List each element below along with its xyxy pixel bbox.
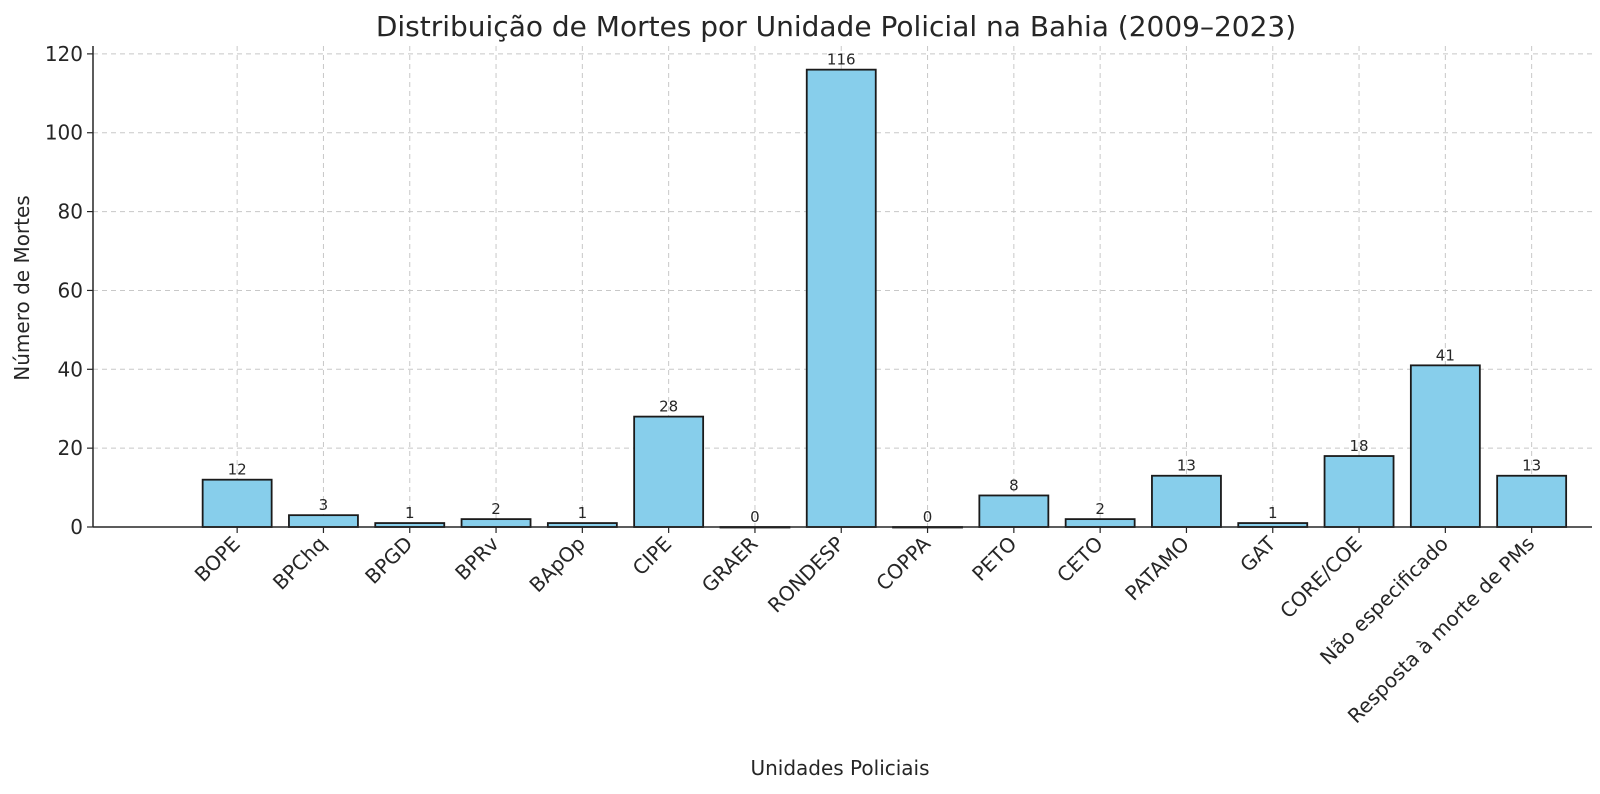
data-label: 8 bbox=[1009, 476, 1019, 494]
data-label: 1 bbox=[1268, 504, 1278, 522]
y-tick-label: 100 bbox=[45, 121, 83, 145]
bar-core-coe bbox=[1323, 455, 1395, 528]
data-label: 0 bbox=[923, 508, 933, 526]
data-label: 2 bbox=[1095, 500, 1105, 518]
y-axis-ticks: 0 20 40 60 80 100 120 bbox=[45, 42, 93, 539]
x-tick-label: GRAER bbox=[697, 532, 763, 598]
bar-ceto bbox=[1064, 518, 1136, 528]
x-axis-ticks: BOPE BPChq BPGD BPRv BApOp CIPE GRAER RONDESP CO… bbox=[190, 527, 1539, 728]
data-label: 41 bbox=[1436, 346, 1455, 364]
x-tick-label: Resposta à morte de PMs bbox=[1343, 532, 1539, 728]
x-tick-label: BPGD bbox=[360, 532, 417, 589]
x-tick-label: BPChq bbox=[268, 532, 331, 595]
y-tick-label: 40 bbox=[58, 357, 83, 381]
y-tick-label: 60 bbox=[58, 278, 83, 302]
data-label: 13 bbox=[1522, 457, 1541, 475]
x-tick-label: PETO bbox=[967, 532, 1021, 586]
x-tick-label: CIPE bbox=[628, 532, 676, 580]
data-label: 13 bbox=[1177, 457, 1196, 475]
x-tick-label: BApOp bbox=[524, 532, 589, 597]
x-tick-label: CETO bbox=[1052, 532, 1108, 588]
bar-cipe bbox=[633, 415, 705, 528]
x-tick-label: RONDESP bbox=[763, 532, 849, 618]
x-tick-label: PATAMO bbox=[1120, 532, 1194, 606]
y-axis-label: Número de Mortes bbox=[10, 195, 34, 380]
bar-n-o-especificado bbox=[1409, 364, 1481, 528]
data-label: 2 bbox=[491, 500, 501, 518]
data-label: 1 bbox=[578, 504, 588, 522]
x-axis-label: Unidades Policiais bbox=[750, 756, 929, 780]
data-label: 18 bbox=[1350, 437, 1369, 455]
bar-patamo bbox=[1151, 474, 1222, 528]
x-tick-label: COPPA bbox=[871, 531, 935, 595]
y-tick-label: 20 bbox=[58, 436, 83, 460]
bar-bope bbox=[201, 478, 273, 528]
x-tick-label: GAT bbox=[1235, 531, 1281, 577]
y-tick-label: 0 bbox=[70, 515, 83, 539]
x-tick-label: CORE/COE bbox=[1275, 532, 1366, 623]
data-label: 3 bbox=[319, 496, 329, 514]
x-tick-label: BPRv bbox=[450, 531, 504, 585]
y-tick-label: 120 bbox=[45, 42, 83, 66]
bars bbox=[201, 68, 1568, 529]
bar-resposta-morte-de-pms bbox=[1496, 474, 1568, 528]
axes bbox=[92, 46, 1592, 528]
bar-peto bbox=[978, 494, 1050, 528]
data-label: 116 bbox=[827, 51, 856, 69]
data-label: 12 bbox=[228, 461, 247, 479]
x-tick-label: BOPE bbox=[190, 532, 245, 587]
bar-bprv bbox=[460, 518, 532, 528]
data-label: 1 bbox=[405, 504, 415, 522]
data-label: 28 bbox=[659, 398, 678, 416]
data-label: 0 bbox=[750, 508, 760, 526]
y-tick-label: 80 bbox=[58, 200, 83, 224]
chart-title: Distribuição de Mortes por Unidade Polic… bbox=[376, 10, 1296, 43]
bar-rondesp bbox=[805, 68, 877, 528]
bar-bpchq bbox=[288, 514, 359, 528]
